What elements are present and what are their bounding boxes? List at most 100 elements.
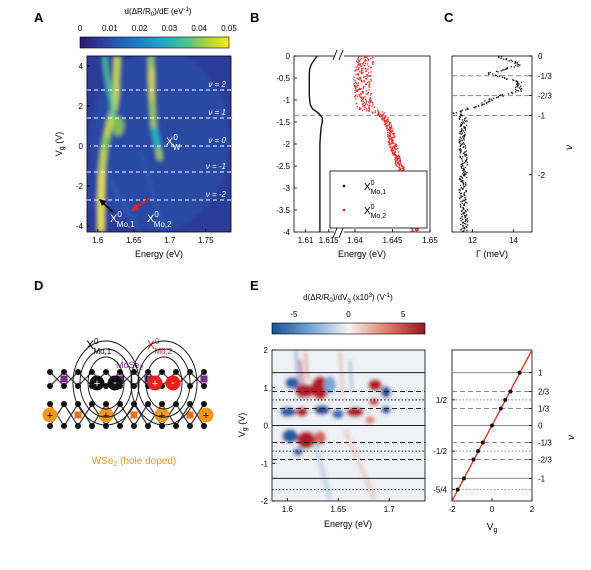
- panel-e-fit-nu-tick-label: -2/3: [538, 455, 552, 464]
- panel-c-point: [497, 71, 499, 73]
- panel-c-point: [466, 120, 468, 122]
- panel-c-point: [466, 176, 468, 179]
- panel-b-point-mo2: [358, 67, 360, 69]
- panel-e-fit-point: [476, 449, 480, 454]
- panel-b-point-mo2: [400, 161, 402, 163]
- panel-c-point: [464, 220, 466, 222]
- panel-d-se-atom: [117, 423, 123, 429]
- panel-c-point: [491, 99, 493, 102]
- panel-c-point: [516, 89, 518, 92]
- panel-e-fit-xlabel: Vg: [487, 522, 498, 534]
- panel-b-point-mo2: [391, 147, 394, 150]
- panel-c-point: [464, 223, 467, 225]
- panel-b-point-mo2: [364, 59, 366, 61]
- panel-c-point: [508, 60, 510, 62]
- panel-d-se-atom: [103, 383, 109, 389]
- panel-e-colorbar-bar: [271, 322, 426, 335]
- panel-d-se-atom: [145, 401, 151, 407]
- panel-b-point-mo2: [368, 110, 370, 113]
- panel-b-point-mo2: [389, 122, 391, 124]
- panel-c-point: [464, 145, 467, 147]
- panel-c-point: [466, 221, 469, 223]
- panel-c-point: [510, 65, 512, 68]
- panel-c-point: [466, 218, 468, 220]
- panel-b-point-mo2: [394, 158, 396, 161]
- panel-c-point: [464, 126, 466, 128]
- panel-b-point-mo2: [397, 155, 399, 158]
- panel-b-point-mo2: [383, 118, 386, 120]
- panel-b-point-mo2: [401, 167, 403, 170]
- panel-b-point-mo2: [367, 101, 370, 103]
- panel-c-point: [466, 214, 468, 216]
- panel-c-point: [459, 148, 462, 150]
- panel-b-point-mo2: [397, 157, 399, 160]
- panel-c-point: [503, 69, 505, 71]
- panel-b-point-mo2: [371, 105, 373, 107]
- panel-e-colorbar-tick-label: 0: [346, 310, 351, 319]
- panel-b-point-mo2: [361, 98, 364, 100]
- panel-c-point: [461, 215, 463, 218]
- panel-c-point: [459, 155, 461, 158]
- panel-b-point-mo2: [378, 111, 380, 114]
- panel-d-electron-mo2-sign: -: [171, 377, 175, 389]
- panel-c-point: [459, 131, 461, 133]
- panel-c-point: [461, 200, 464, 202]
- panel-b-point-mo2: [366, 93, 369, 95]
- panel-b-point-mo2: [394, 153, 396, 155]
- panel-b-point-mo2: [365, 55, 367, 57]
- panel-c-point: [463, 135, 465, 137]
- panel-e-axis-ticks: 1.6 1.65 1.7 2 1 0 -1 -2: [261, 346, 396, 514]
- panel-b-point-mo2: [359, 107, 361, 109]
- panel-c-point: [463, 192, 466, 194]
- panel-b-point-mo2: [397, 151, 400, 153]
- panel-b-point-mo2: [356, 65, 359, 67]
- panel-c-point: [461, 109, 464, 112]
- panel-c-point: [463, 230, 465, 232]
- panel-c-point: [458, 148, 461, 151]
- panel-b-xtick-label: 1.61: [298, 236, 314, 245]
- panel-c-point: [465, 191, 467, 193]
- panel-c-point: [461, 202, 464, 205]
- panel-b-point-mo2: [366, 78, 368, 80]
- panel-c-point: [460, 150, 462, 153]
- panel-e-fit-xtick-label: -2: [448, 505, 456, 514]
- panel-b-point-mo2: [368, 84, 370, 86]
- panel-b-point-mo2: [385, 127, 388, 130]
- panel-b-point-mo2: [398, 164, 400, 166]
- panel-c-point: [461, 210, 463, 212]
- panel-c-point: [502, 95, 504, 97]
- panel-c-point: [458, 117, 461, 120]
- panel-d-exciton-mo1: [72, 340, 140, 426]
- panel-b-point-mo2: [386, 121, 389, 123]
- panel-b-point-mo2: [357, 61, 359, 64]
- panel-b-point-mo2: [363, 61, 365, 64]
- panel-b-point-mo2: [369, 75, 371, 77]
- panel-c-point: [465, 173, 467, 175]
- panel-c-point: [466, 157, 468, 159]
- panel-c-point: [461, 143, 464, 145]
- panel-e-fit-point: [498, 406, 503, 411]
- panel-b-point-mo2: [365, 68, 367, 70]
- panel-c-point: [519, 87, 521, 89]
- panel-b-point-mo2: [361, 81, 363, 83]
- panel-b-point-mo2: [361, 103, 364, 106]
- panel-b-point-mo2: [386, 118, 389, 121]
- panel-b-ytick-label: -4: [283, 228, 291, 237]
- panel-b-point-mo2: [415, 229, 417, 231]
- panel-d-w-atom: [130, 411, 138, 419]
- panel-c-point: [461, 128, 463, 131]
- panel-b-point-mo2: [391, 146, 393, 148]
- panel-c-point: [474, 107, 476, 109]
- panel-b-point-mo2: [393, 152, 396, 154]
- panel-b-point-mo2: [385, 119, 387, 122]
- panel-a-label-xmo1: X0 Mo,1: [110, 210, 135, 229]
- panel-a-xtick-label: 1.7: [164, 236, 176, 245]
- panel-b-point-mo2: [390, 149, 392, 151]
- panel-b-point-mo2: [385, 116, 387, 118]
- panel-b-point-mo2: [353, 79, 355, 81]
- panel-b-point-mo2: [368, 80, 370, 83]
- panel-b-point-mo2: [400, 165, 403, 167]
- panel-b-point-mo2: [370, 71, 372, 73]
- panel-a-heatmap: ν = 2ν = 1ν = 0ν = -1ν = -2 1.6 1.65 1.7 1.…: [76, 55, 232, 245]
- panel-c-point: [500, 70, 502, 72]
